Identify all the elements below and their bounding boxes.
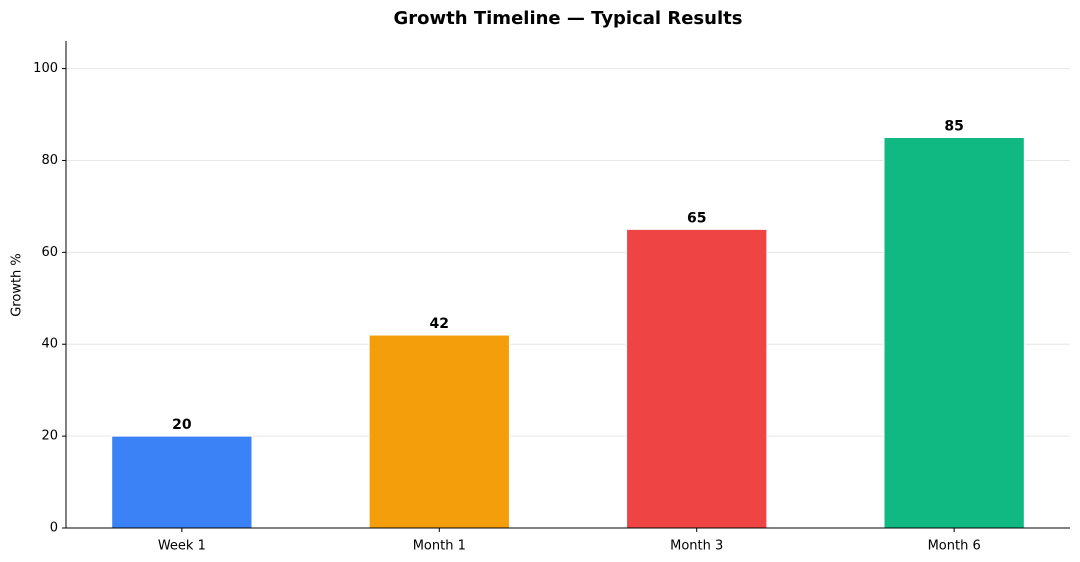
data-label: 65 — [687, 210, 706, 226]
x-tick-label: Month 6 — [928, 539, 981, 554]
y-tick-label: 40 — [41, 337, 58, 352]
y-tick-label: 100 — [33, 61, 58, 76]
y-tick-label: 0 — [50, 521, 58, 536]
data-label: 42 — [430, 316, 449, 332]
y-axis-label: Growth % — [10, 253, 25, 317]
chart-title: Growth Timeline — Typical Results — [394, 8, 743, 29]
bar — [883, 136, 1025, 529]
bar — [626, 228, 768, 529]
bar — [368, 334, 510, 529]
x-tick-label: Month 3 — [670, 539, 723, 554]
x-tick-label: Month 1 — [413, 539, 466, 554]
y-tick-label: 80 — [41, 153, 58, 168]
x-tick-label: Week 1 — [158, 539, 206, 554]
data-label: 20 — [172, 417, 192, 433]
bar — [111, 435, 253, 529]
data-label: 85 — [944, 118, 963, 134]
y-tick-label: 20 — [41, 429, 58, 444]
y-tick-label: 60 — [41, 245, 58, 260]
